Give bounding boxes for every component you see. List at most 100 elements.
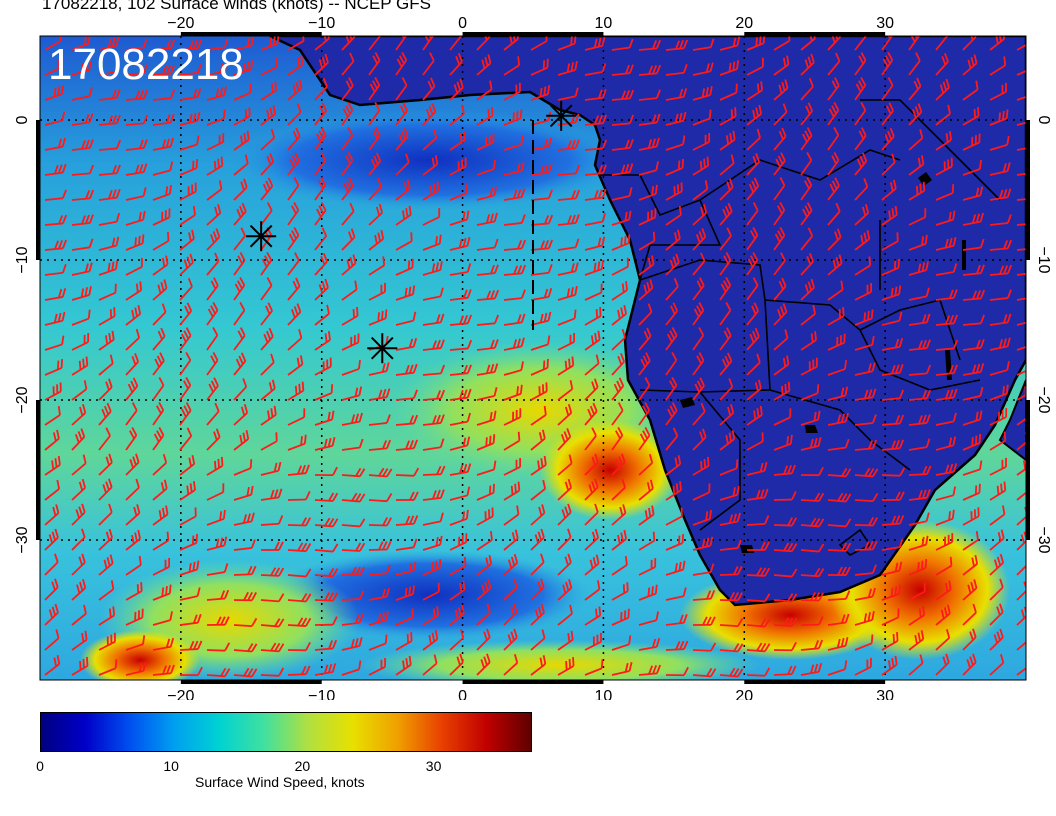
wind-barb xyxy=(1016,460,1026,476)
wind-barb xyxy=(665,64,688,76)
wind-barb xyxy=(71,286,92,301)
wind-barb xyxy=(314,543,339,553)
wind-barb xyxy=(314,77,328,101)
wind-barb xyxy=(44,311,66,326)
wind-barb xyxy=(368,309,388,326)
wind-barb xyxy=(503,603,518,626)
wind-barb xyxy=(584,212,607,226)
wind-barb xyxy=(71,579,87,601)
wind-barb xyxy=(557,164,581,176)
wind-barb xyxy=(125,304,142,326)
wind-barb xyxy=(449,314,472,326)
wind-barb xyxy=(233,252,246,276)
wind-barb xyxy=(692,252,706,276)
wind-barb xyxy=(71,214,94,226)
wind-barb xyxy=(449,486,471,501)
wind-barb xyxy=(125,635,146,651)
wind-barb xyxy=(800,127,813,151)
wind-barb xyxy=(395,632,413,651)
wind-barb xyxy=(854,178,869,201)
wind-barb xyxy=(314,384,334,401)
wind-barb xyxy=(584,453,599,476)
wind-barb xyxy=(98,114,121,126)
wind-barb xyxy=(611,187,633,201)
frame-bar xyxy=(462,32,604,36)
wind-barb xyxy=(98,283,117,301)
wind-barb xyxy=(206,616,230,626)
wind-barb xyxy=(287,568,312,578)
wind-barb xyxy=(44,189,67,201)
wind-barb xyxy=(44,358,64,376)
wind-barb xyxy=(125,478,140,501)
wind-barb xyxy=(44,528,59,551)
wind-barb xyxy=(179,613,202,626)
wind-barb xyxy=(989,361,1010,376)
wind-barb xyxy=(503,162,525,176)
wind-barb xyxy=(125,426,138,451)
wind-barb xyxy=(71,553,86,576)
wind-barb xyxy=(368,467,393,478)
wind-barb xyxy=(206,38,229,51)
wind-barb xyxy=(962,106,980,126)
wind-barb xyxy=(827,412,850,426)
wind-barb xyxy=(908,234,928,251)
wind-barb xyxy=(287,641,311,652)
wind-barb xyxy=(368,282,386,301)
wind-barb xyxy=(260,379,276,401)
wind-barb xyxy=(368,101,381,126)
wind-barb xyxy=(962,434,982,451)
calm-zone xyxy=(230,110,630,210)
wind-barb xyxy=(233,512,255,526)
wind-barb xyxy=(314,151,327,176)
wind-barb xyxy=(773,201,786,226)
wind-barb xyxy=(800,492,825,502)
wind-barb xyxy=(692,228,707,251)
wind-barb xyxy=(125,402,138,426)
wind-barb xyxy=(503,188,526,201)
wind-barb xyxy=(341,613,364,626)
wind-barb xyxy=(422,465,446,476)
wind-barb xyxy=(989,82,1007,101)
wind-barb xyxy=(503,553,519,576)
wind-barb xyxy=(557,87,579,101)
wind-barb xyxy=(530,58,549,76)
wind-barb xyxy=(476,410,497,426)
wind-barb xyxy=(395,363,418,376)
latitude-labels: 0 0 −10 −10 −20 −20 −30 −30 xyxy=(14,115,1052,553)
wind-barb xyxy=(233,107,251,126)
wind-barb xyxy=(665,666,689,677)
wind-barb xyxy=(881,205,898,226)
wind-barb xyxy=(530,382,548,401)
wind-barb xyxy=(341,412,363,426)
wind-barb xyxy=(962,289,986,301)
wind-barb xyxy=(746,104,763,126)
wind-barb xyxy=(233,83,252,101)
wind-barb xyxy=(341,590,365,601)
wind-barb xyxy=(935,533,954,551)
frame-bar xyxy=(1026,120,1030,260)
wind-barb xyxy=(908,489,931,501)
wind-barb xyxy=(719,617,744,628)
wind-barb xyxy=(44,405,61,426)
wind-barb xyxy=(989,313,1012,326)
wind-barb xyxy=(854,282,872,301)
wind-barb xyxy=(854,540,878,551)
colorbar xyxy=(40,712,532,752)
wind-barb xyxy=(71,454,87,476)
wind-barb xyxy=(692,109,712,126)
wind-barb xyxy=(206,86,227,101)
wind-barb xyxy=(71,238,94,251)
wind-barb xyxy=(989,135,1010,151)
wind-barb xyxy=(935,289,958,301)
wind-barb xyxy=(557,238,580,251)
wind-barb xyxy=(71,604,87,626)
wind-barb xyxy=(503,289,526,301)
wind-barb xyxy=(881,584,901,601)
wind-barb xyxy=(881,36,894,51)
wind-barb xyxy=(125,529,141,551)
wind-barb xyxy=(449,157,467,176)
wind-barb xyxy=(125,453,140,476)
wind-barb xyxy=(530,455,547,476)
wind-barb xyxy=(449,533,468,551)
wind-barb xyxy=(125,139,148,151)
